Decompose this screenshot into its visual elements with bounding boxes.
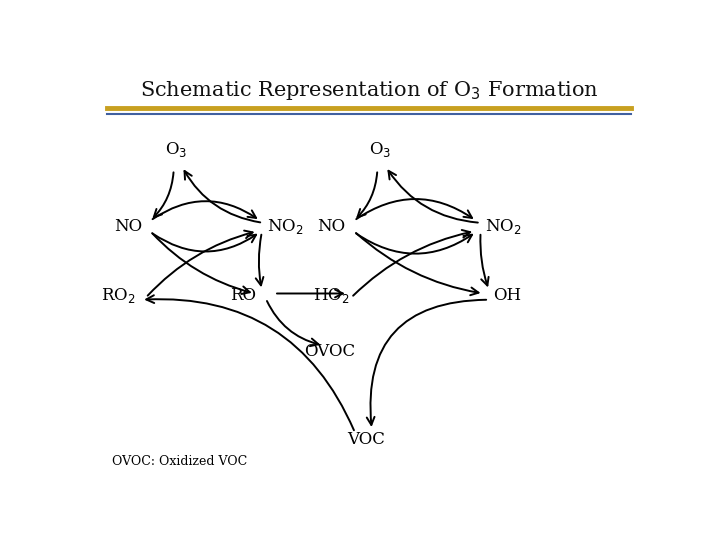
- Text: NO$_2$: NO$_2$: [485, 218, 522, 237]
- Text: HO$_2$: HO$_2$: [313, 286, 349, 305]
- Text: Schematic Representation of O$_3$ Formation: Schematic Representation of O$_3$ Format…: [140, 79, 598, 103]
- Text: OH: OH: [493, 287, 521, 304]
- Text: RO$_2$: RO$_2$: [102, 286, 136, 305]
- Text: NO: NO: [114, 219, 142, 235]
- Text: OVOC: Oxidized VOC: OVOC: Oxidized VOC: [112, 455, 248, 468]
- Text: RO: RO: [230, 287, 256, 304]
- Text: NO$_2$: NO$_2$: [267, 218, 304, 237]
- Text: OVOC: OVOC: [305, 343, 356, 360]
- Text: VOC: VOC: [347, 430, 385, 448]
- Text: NO: NO: [318, 219, 346, 235]
- Text: O$_3$: O$_3$: [166, 140, 188, 159]
- Text: O$_3$: O$_3$: [369, 140, 391, 159]
